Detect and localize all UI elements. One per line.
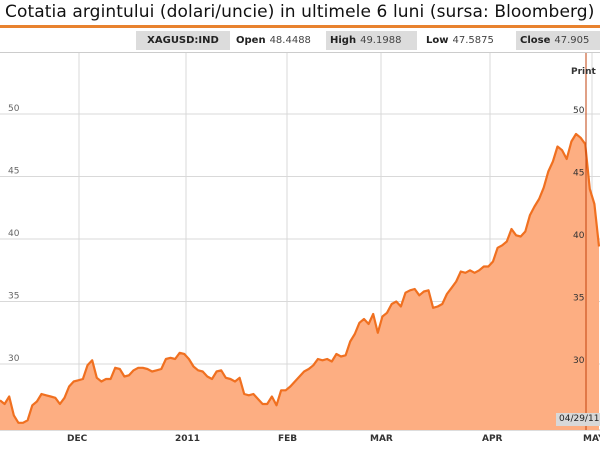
open-label: Open	[236, 35, 266, 46]
ticker-label: XAGUSD:IND	[136, 31, 230, 50]
y-tick-label-right: 40	[573, 231, 585, 241]
price-area	[0, 134, 599, 430]
chart-top-rule	[0, 52, 600, 53]
high-quote: High 49.1988	[326, 31, 417, 50]
print-button[interactable]: Print	[571, 67, 596, 77]
chart-title: Cotatia argintului (dolari/uncie) in ult…	[5, 2, 595, 22]
y-tick-label-right: 50	[573, 106, 585, 116]
low-quote: Low 47.5875	[426, 31, 494, 50]
x-tick-label: MAY	[583, 434, 600, 444]
close-label: Close	[520, 35, 551, 46]
chart-labels: 30 30 35 35 40 40 45 45 50 50 DEC 2011 FEB MAR APR MAY	[8, 104, 600, 444]
low-label: Low	[426, 35, 449, 46]
close-value: 47.905	[554, 35, 590, 46]
y-tick-label-left: 50	[8, 104, 20, 114]
y-tick-label-left: 45	[8, 167, 19, 177]
y-tick-label-right: 30	[573, 356, 585, 366]
x-tick-label: DEC	[67, 434, 88, 444]
x-tick-label: FEB	[278, 434, 297, 444]
open-value: 48.4488	[269, 35, 311, 46]
high-value: 49.1988	[360, 35, 402, 46]
high-label: High	[330, 35, 357, 46]
y-tick-label-left: 30	[8, 354, 20, 364]
y-tick-label-right: 35	[573, 294, 584, 304]
x-tick-label: 2011	[175, 434, 200, 444]
title-underline	[0, 25, 600, 28]
price-chart: 30 30 35 35 40 40 45 45 50 50 DEC 2011 FEB MAR APR MAY	[0, 53, 600, 444]
series-line	[0, 132, 600, 424]
area-fill	[0, 134, 599, 430]
x-tick-label: MAR	[370, 434, 393, 444]
x-tick-label: APR	[482, 434, 503, 444]
quote-bar: XAGUSD:IND Open 48.4488 High 49.1988 Low 47…	[0, 29, 600, 52]
y-tick-label-right: 45	[573, 169, 584, 179]
close-quote: Close 47.905	[516, 31, 600, 50]
current-date-badge: 04/29/11	[556, 413, 600, 426]
open-quote: Open 48.4488	[236, 31, 311, 50]
low-value: 47.5875	[452, 35, 494, 46]
chart-marks	[0, 53, 600, 430]
y-tick-label-left: 35	[8, 292, 19, 302]
y-tick-label-left: 40	[8, 229, 20, 239]
